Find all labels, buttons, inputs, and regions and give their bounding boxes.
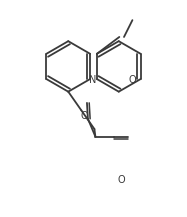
- Text: O: O: [80, 111, 88, 121]
- Text: O: O: [117, 175, 125, 185]
- Text: N: N: [89, 74, 96, 84]
- Text: O: O: [129, 76, 137, 85]
